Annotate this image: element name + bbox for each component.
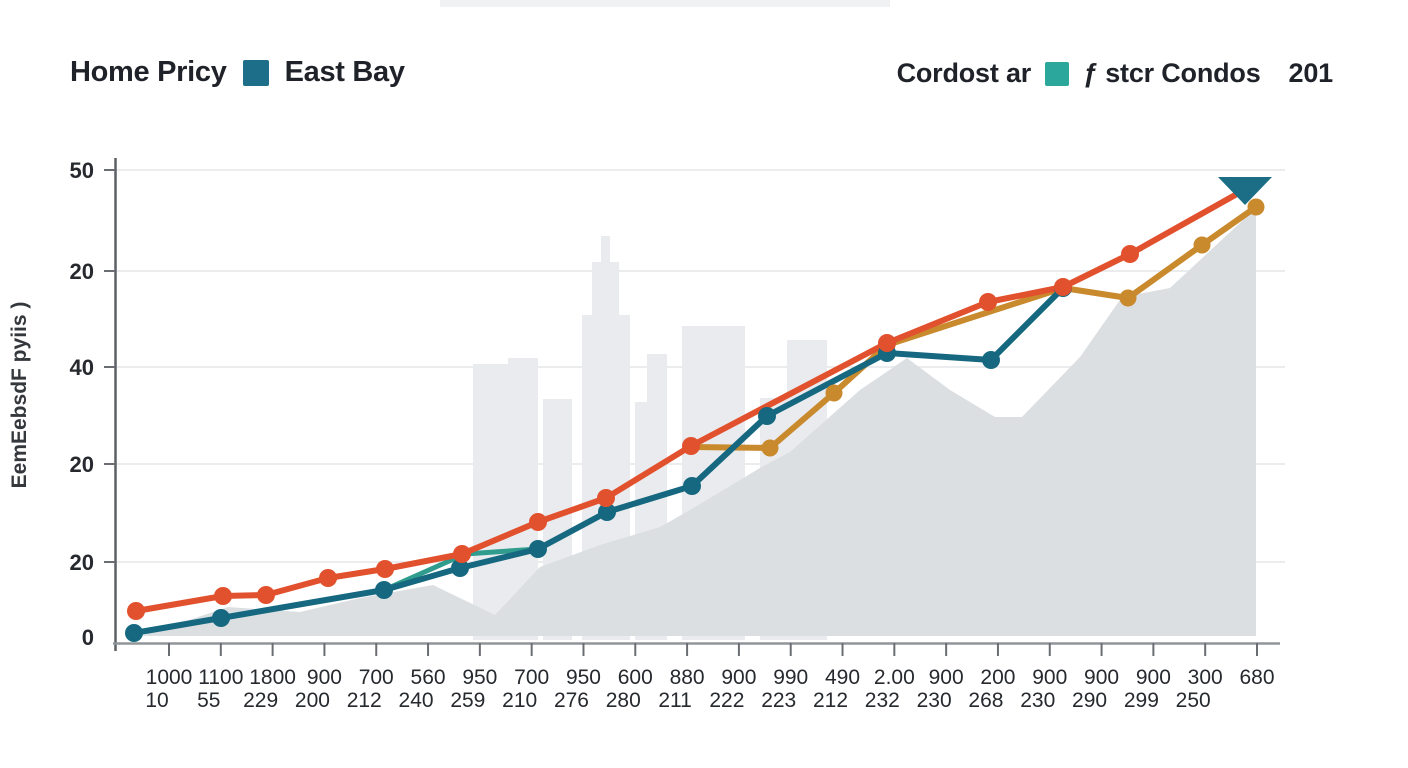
x-ticks (168, 643, 1258, 656)
svg-text:250: 250 (1176, 689, 1211, 712)
svg-text:900: 900 (1136, 666, 1171, 689)
legend-value: 201 (1288, 58, 1334, 88)
chart-header-right: Cordost ar ƒ stcr Condos 201 (896, 58, 1334, 89)
svg-text:1800: 1800 (249, 666, 296, 689)
svg-text:259: 259 (450, 689, 485, 712)
legend-label-east-bay: East Bay (284, 56, 405, 88)
legend-label-cordost: Cordost ar (896, 58, 1032, 88)
svg-text:20: 20 (70, 452, 94, 477)
svg-text:700: 700 (359, 666, 394, 689)
svg-text:300: 300 (1188, 666, 1223, 689)
series-red-markers (127, 245, 1139, 620)
x-labels-row1: 1000 1100 1800 900 700 560 950 700 950 600 880 900 9… (146, 666, 1275, 689)
svg-text:211: 211 (658, 689, 691, 712)
svg-text:230: 230 (917, 689, 952, 712)
svg-text:50: 50 (70, 158, 94, 183)
svg-text:223: 223 (761, 689, 796, 712)
svg-text:55: 55 (197, 689, 220, 712)
svg-text:20: 20 (70, 550, 94, 575)
svg-text:490: 490 (825, 666, 860, 689)
gray-area (138, 208, 1256, 637)
svg-text:950: 950 (566, 666, 601, 689)
svg-text:20: 20 (70, 259, 94, 284)
svg-text:900: 900 (929, 666, 964, 689)
y-labels: 50 20 40 20 20 0 (70, 158, 94, 650)
y-axis-title: EemEebsdF pyiis ) (8, 302, 31, 489)
chart-title: Home Pricy (70, 56, 227, 88)
svg-text:600: 600 (618, 666, 653, 689)
svg-text:1100: 1100 (198, 666, 243, 689)
svg-text:900: 900 (1032, 666, 1067, 689)
svg-text:210: 210 (502, 689, 537, 712)
svg-text:276: 276 (554, 689, 589, 712)
svg-text:290: 290 (1072, 689, 1107, 712)
svg-text:222: 222 (709, 689, 744, 712)
legend-swatch-condos (1045, 61, 1070, 86)
axes (104, 158, 1280, 651)
svg-text:240: 240 (399, 689, 434, 712)
svg-text:10: 10 (145, 689, 168, 712)
chart-header-left: Home Pricy East Bay (70, 56, 405, 89)
svg-text:880: 880 (670, 666, 705, 689)
svg-text:900: 900 (307, 666, 342, 689)
series-red-line (133, 182, 1256, 614)
svg-text:212: 212 (813, 689, 848, 712)
legend-label-condos: ƒ stcr Condos (1083, 58, 1261, 88)
svg-text:0: 0 (82, 625, 94, 650)
svg-text:232: 232 (865, 689, 900, 712)
svg-text:212: 212 (347, 689, 382, 712)
svg-text:900: 900 (721, 666, 756, 689)
svg-text:40: 40 (70, 355, 94, 380)
svg-text:900: 900 (1084, 666, 1119, 689)
svg-text:200: 200 (980, 666, 1015, 689)
svg-text:990: 990 (773, 666, 808, 689)
svg-text:280: 280 (606, 689, 641, 712)
svg-text:700: 700 (514, 666, 549, 689)
series-gold-line (688, 204, 1259, 451)
svg-text:200: 200 (295, 689, 330, 712)
svg-text:950: 950 (462, 666, 497, 689)
svg-text:1000: 1000 (146, 666, 193, 689)
svg-text:560: 560 (411, 666, 446, 689)
svg-text:268: 268 (968, 689, 1003, 712)
end-triangle-marker (1218, 177, 1272, 205)
svg-text:299: 299 (1124, 689, 1159, 712)
top-edge-artifact (440, 0, 890, 7)
svg-text:680: 680 (1239, 666, 1274, 689)
svg-text:230: 230 (1020, 689, 1055, 712)
svg-text:2.00: 2.00 (874, 666, 915, 689)
x-labels-row2: 10 55 229 200 212 240 259 210 276 280 211 222 223 212… (145, 689, 1210, 712)
svg-text:229: 229 (243, 689, 278, 712)
legend-swatch-east-bay (242, 59, 269, 86)
